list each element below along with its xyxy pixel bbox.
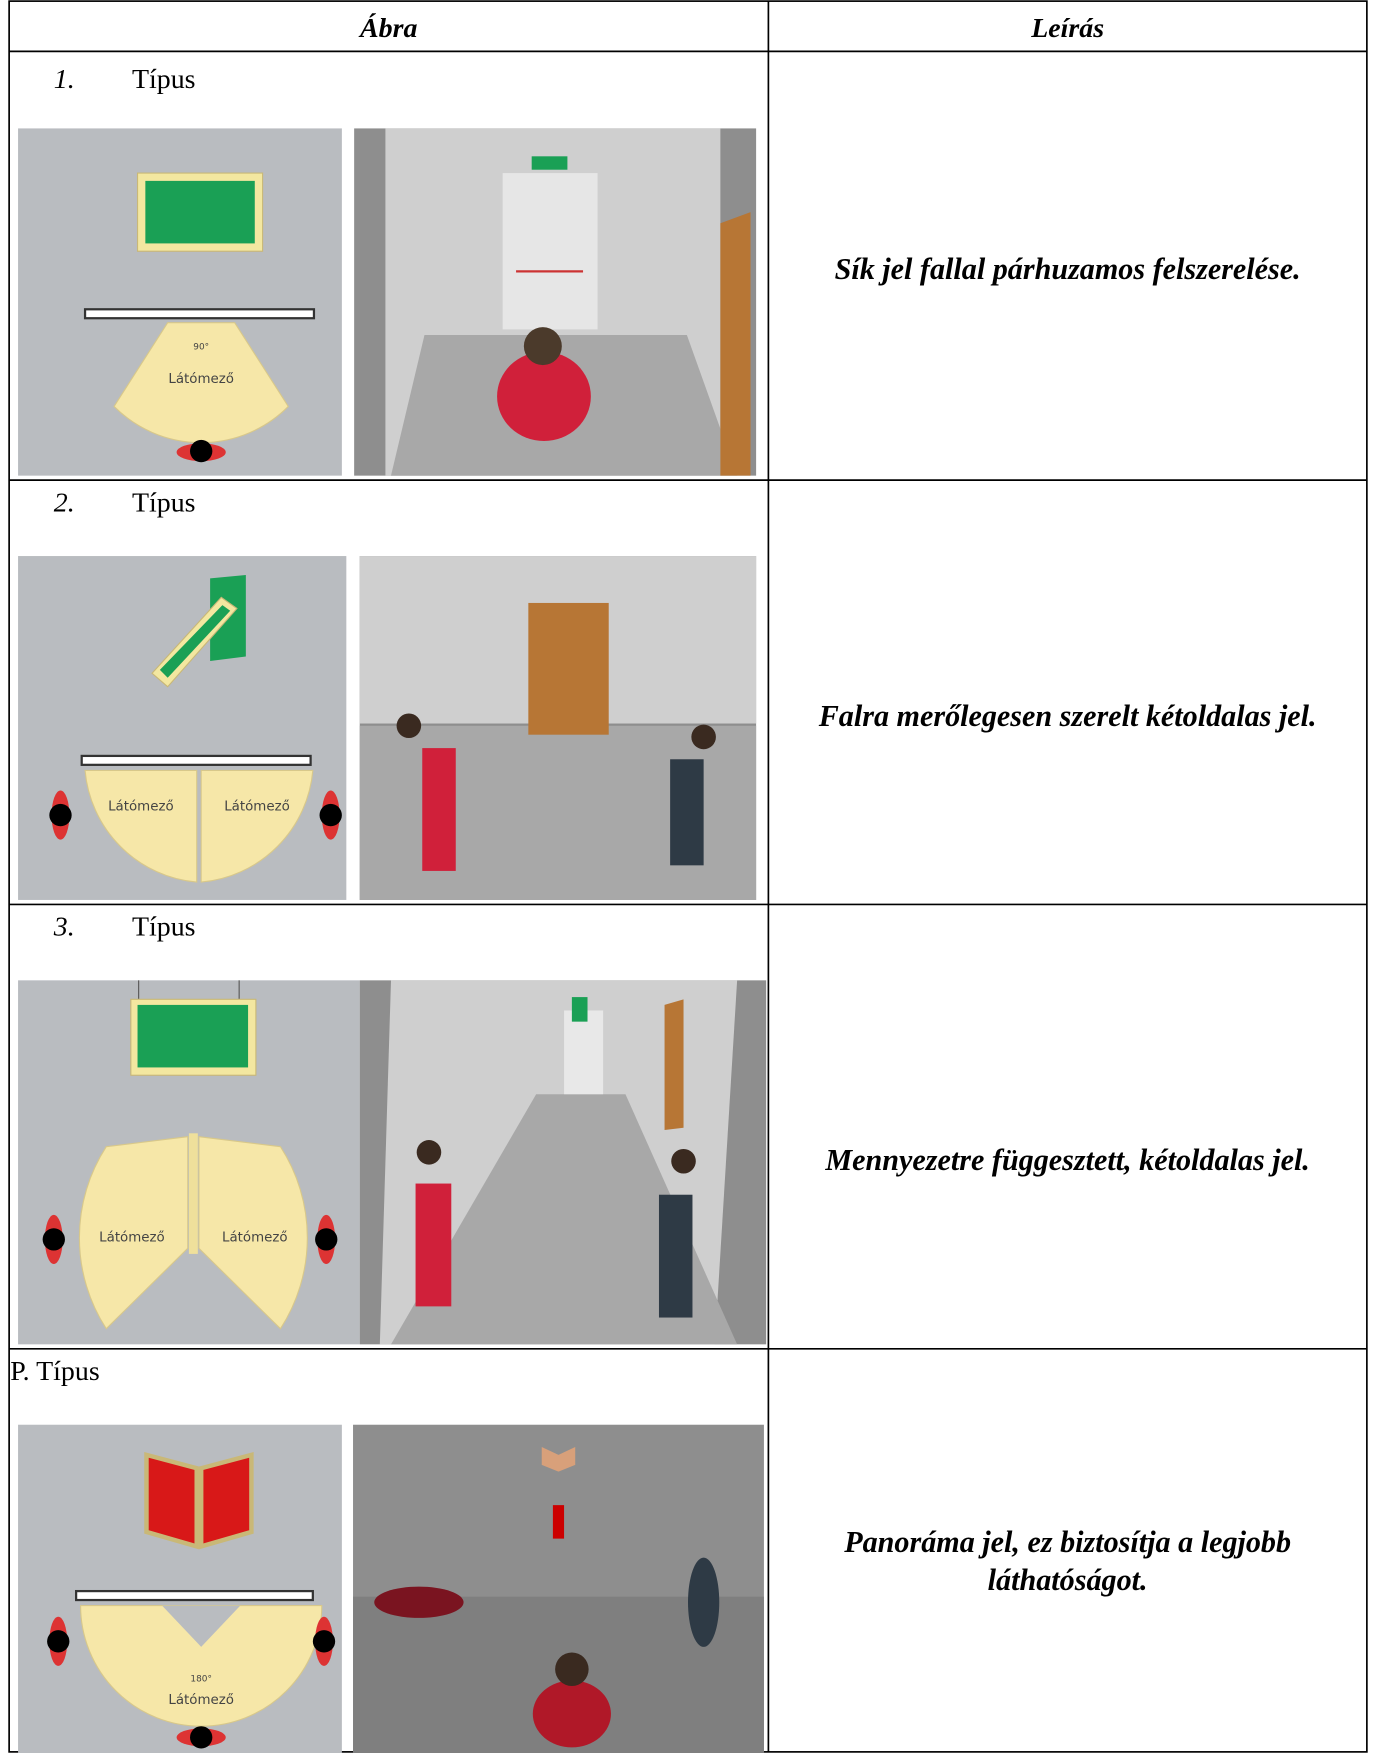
diagram: Látómező Látómező	[18, 556, 346, 900]
header-cell: Leírás	[1030, 13, 1104, 44]
diagram-text: Látómező	[168, 371, 234, 387]
description: Falra merőlegesen szerelt kétoldalas jel…	[818, 699, 1317, 733]
diagram-text: Látómező	[224, 799, 290, 815]
row-label: Típus	[132, 64, 196, 95]
header-cell: Ábra	[358, 13, 417, 44]
document: Ábra Leírás 1. Típus 90° Látómező Sík je…	[0, 0, 1376, 1753]
description: láthatóságot.	[988, 1563, 1148, 1597]
diagram: 180° Látómező	[18, 1425, 342, 1753]
photo	[354, 128, 756, 475]
photo	[353, 1425, 764, 1753]
description: Panoráma jel, ez biztosítja a legjobb	[843, 1525, 1291, 1559]
diagram-text: 90°	[193, 342, 209, 352]
row-label: Típus	[132, 912, 196, 943]
diagram-text: 180°	[190, 1675, 212, 1685]
diagram-text: Látómező	[99, 1230, 165, 1246]
diagram-text: Látómező	[108, 799, 174, 815]
row-number: 1.	[54, 64, 75, 95]
diagram-text: Látómező	[168, 1692, 234, 1708]
diagram: 90° Látómező	[18, 128, 342, 475]
row-label: P. Típus	[10, 1356, 99, 1387]
photo	[360, 980, 766, 1344]
row-label: Típus	[132, 487, 196, 518]
diagram: Látómező Látómező	[18, 980, 360, 1344]
description: Sík jel fallal párhuzamos felszerelése.	[835, 252, 1301, 286]
row-number: 2.	[54, 487, 75, 518]
photo	[360, 556, 756, 900]
diagram-text: Látómező	[222, 1230, 288, 1246]
row-number: 3.	[53, 912, 75, 943]
description: Mennyezetre függesztett, kétoldalas jel.	[824, 1143, 1309, 1177]
